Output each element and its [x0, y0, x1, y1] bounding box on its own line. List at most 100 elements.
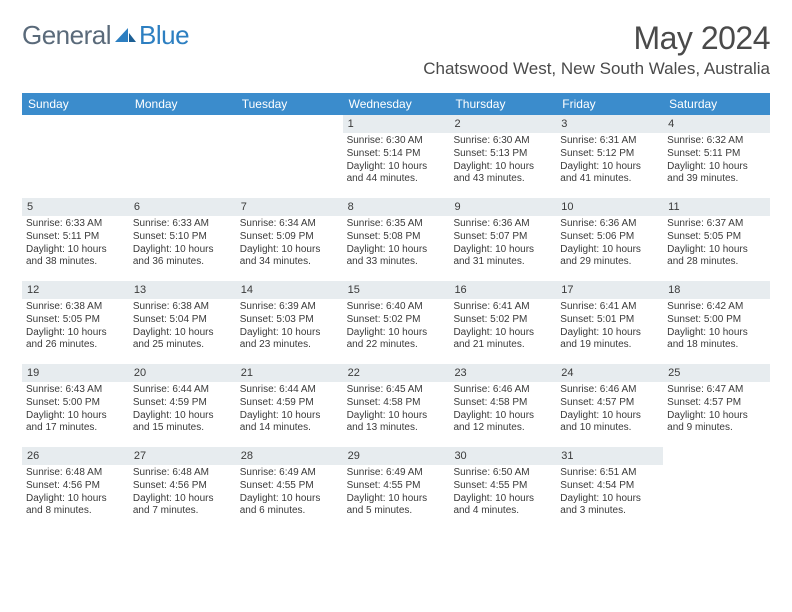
day-body: Sunrise: 6:34 AMSunset: 5:09 PMDaylight:…: [236, 218, 343, 272]
sunset-line: Sunset: 5:07 PM: [453, 231, 552, 244]
day-cell: 30 Sunrise: 6:50 AMSunset: 4:55 PMDayligh…: [449, 447, 556, 530]
day-cell: 12Sunrise: 6:38 AMSunset: 5:05 PMDayligh…: [22, 281, 129, 364]
daylight-line: Daylight: 10 hours and 25 minutes.: [133, 327, 232, 353]
day-cell: 15 Sunrise: 6:40 AMSunset: 5:02 PMDayligh…: [343, 281, 450, 364]
logo-text-part2: Blue: [139, 20, 189, 51]
sunrise-line: Sunrise: 6:38 AM: [133, 301, 232, 314]
day-body: Sunrise: 6:48 AMSunset: 4:56 PMDaylight:…: [22, 467, 129, 521]
title-block: May 2024 Chatswood West, New South Wales…: [423, 20, 770, 79]
sunset-line: Sunset: 4:55 PM: [240, 480, 339, 493]
calendar-weeks: 1 Sunrise: 6:30 AMSunset: 5:14 PMDaylight…: [22, 115, 770, 530]
sunrise-line: Sunrise: 6:41 AM: [453, 301, 552, 314]
daylight-line: Daylight: 10 hours and 18 minutes.: [667, 327, 766, 353]
day-cell: 11Sunrise: 6:37 AMSunset: 5:05 PMDayligh…: [663, 198, 770, 281]
day-number: 17: [556, 281, 663, 299]
daylight-line: Daylight: 10 hours and 43 minutes.: [453, 161, 552, 187]
day-body: Sunrise: 6:30 AMSunset: 5:14 PMDaylight:…: [343, 135, 450, 189]
sunset-line: Sunset: 5:06 PM: [560, 231, 659, 244]
sunrise-line: Sunrise: 6:34 AM: [240, 218, 339, 231]
sunset-line: Sunset: 5:11 PM: [26, 231, 125, 244]
day-number: 7: [236, 198, 343, 216]
sunrise-line: Sunrise: 6:33 AM: [133, 218, 232, 231]
sunset-line: Sunset: 5:08 PM: [347, 231, 446, 244]
sunrise-line: Sunrise: 6:38 AM: [26, 301, 125, 314]
day-cell: 17 Sunrise: 6:41 AMSunset: 5:01 PMDayligh…: [556, 281, 663, 364]
day-cell: 29 Sunrise: 6:49 AMSunset: 4:55 PMDayligh…: [343, 447, 450, 530]
sunset-line: Sunset: 5:05 PM: [26, 314, 125, 327]
sunrise-line: Sunrise: 6:31 AM: [560, 135, 659, 148]
day-number: 11: [663, 198, 770, 216]
day-body: Sunrise: 6:44 AMSunset: 4:59 PMDaylight:…: [129, 384, 236, 438]
dow-cell: Sunday: [22, 93, 129, 115]
daylight-line: Daylight: 10 hours and 31 minutes.: [453, 244, 552, 270]
day-body: Sunrise: 6:40 AMSunset: 5:02 PMDaylight:…: [343, 301, 450, 355]
sunrise-line: Sunrise: 6:48 AM: [26, 467, 125, 480]
day-number: 29: [343, 447, 450, 465]
sunrise-line: Sunrise: 6:36 AM: [453, 218, 552, 231]
day-number: 30: [449, 447, 556, 465]
day-cell: 6Sunrise: 6:33 AMSunset: 5:10 PMDaylight…: [129, 198, 236, 281]
day-number: 27: [129, 447, 236, 465]
day-number: 22: [343, 364, 450, 382]
day-cell: 27Sunrise: 6:48 AMSunset: 4:56 PMDayligh…: [129, 447, 236, 530]
day-cell: 13Sunrise: 6:38 AMSunset: 5:04 PMDayligh…: [129, 281, 236, 364]
sunset-line: Sunset: 4:58 PM: [347, 397, 446, 410]
sunset-line: Sunset: 5:05 PM: [667, 231, 766, 244]
calendar-week: 1 Sunrise: 6:30 AMSunset: 5:14 PMDaylight…: [22, 115, 770, 198]
sunset-line: Sunset: 4:59 PM: [133, 397, 232, 410]
daylight-line: Daylight: 10 hours and 5 minutes.: [347, 493, 446, 519]
sunrise-line: Sunrise: 6:46 AM: [560, 384, 659, 397]
day-cell: 31Sunrise: 6:51 AMSunset: 4:54 PMDayligh…: [556, 447, 663, 530]
day-number: 24: [556, 364, 663, 382]
day-body: Sunrise: 6:44 AMSunset: 4:59 PMDaylight:…: [236, 384, 343, 438]
day-cell: 2Sunrise: 6:30 AMSunset: 5:13 PMDaylight…: [449, 115, 556, 198]
sunset-line: Sunset: 4:54 PM: [560, 480, 659, 493]
sunset-line: Sunset: 4:57 PM: [560, 397, 659, 410]
sunset-line: Sunset: 5:02 PM: [347, 314, 446, 327]
calendar-week: 5Sunrise: 6:33 AMSunset: 5:11 PMDaylight…: [22, 198, 770, 281]
sunrise-line: Sunrise: 6:49 AM: [240, 467, 339, 480]
sunrise-line: Sunrise: 6:51 AM: [560, 467, 659, 480]
dow-cell: Monday: [129, 93, 236, 115]
day-body: Sunrise: 6:31 AMSunset: 5:12 PMDaylight:…: [556, 135, 663, 189]
day-number: 13: [129, 281, 236, 299]
sunrise-line: Sunrise: 6:41 AM: [560, 301, 659, 314]
day-number: 1: [343, 115, 450, 133]
daylight-line: Daylight: 10 hours and 23 minutes.: [240, 327, 339, 353]
daylight-line: Daylight: 10 hours and 19 minutes.: [560, 327, 659, 353]
day-cell: [663, 447, 770, 530]
day-number: 31: [556, 447, 663, 465]
daylight-line: Daylight: 10 hours and 17 minutes.: [26, 410, 125, 436]
daylight-line: Daylight: 10 hours and 38 minutes.: [26, 244, 125, 270]
sunrise-line: Sunrise: 6:33 AM: [26, 218, 125, 231]
daylight-line: Daylight: 10 hours and 22 minutes.: [347, 327, 446, 353]
logo-text-part1: General: [22, 20, 111, 51]
sunset-line: Sunset: 4:58 PM: [453, 397, 552, 410]
day-body: Sunrise: 6:49 AMSunset: 4:55 PMDaylight:…: [343, 467, 450, 521]
sunset-line: Sunset: 4:55 PM: [453, 480, 552, 493]
day-number: 28: [236, 447, 343, 465]
sunrise-line: Sunrise: 6:44 AM: [133, 384, 232, 397]
day-body: Sunrise: 6:50 AMSunset: 4:55 PMDaylight:…: [449, 467, 556, 521]
sunset-line: Sunset: 4:57 PM: [667, 397, 766, 410]
sunrise-line: Sunrise: 6:30 AM: [453, 135, 552, 148]
sunset-line: Sunset: 4:55 PM: [347, 480, 446, 493]
daylight-line: Daylight: 10 hours and 10 minutes.: [560, 410, 659, 436]
daylight-line: Daylight: 10 hours and 21 minutes.: [453, 327, 552, 353]
daylight-line: Daylight: 10 hours and 44 minutes.: [347, 161, 446, 187]
day-number: 15: [343, 281, 450, 299]
sunset-line: Sunset: 5:02 PM: [453, 314, 552, 327]
day-body: Sunrise: 6:38 AMSunset: 5:05 PMDaylight:…: [22, 301, 129, 355]
day-body: Sunrise: 6:45 AMSunset: 4:58 PMDaylight:…: [343, 384, 450, 438]
sunset-line: Sunset: 5:01 PM: [560, 314, 659, 327]
day-number: 2: [449, 115, 556, 133]
sunrise-line: Sunrise: 6:49 AM: [347, 467, 446, 480]
day-number: 3: [556, 115, 663, 133]
sunrise-line: Sunrise: 6:45 AM: [347, 384, 446, 397]
day-cell: 9Sunrise: 6:36 AMSunset: 5:07 PMDaylight…: [449, 198, 556, 281]
day-cell: 24 Sunrise: 6:46 AMSunset: 4:57 PMDayligh…: [556, 364, 663, 447]
logo: General Blue: [22, 20, 189, 51]
day-body: Sunrise: 6:39 AMSunset: 5:03 PMDaylight:…: [236, 301, 343, 355]
day-cell: 14Sunrise: 6:39 AMSunset: 5:03 PMDayligh…: [236, 281, 343, 364]
daylight-line: Daylight: 10 hours and 12 minutes.: [453, 410, 552, 436]
